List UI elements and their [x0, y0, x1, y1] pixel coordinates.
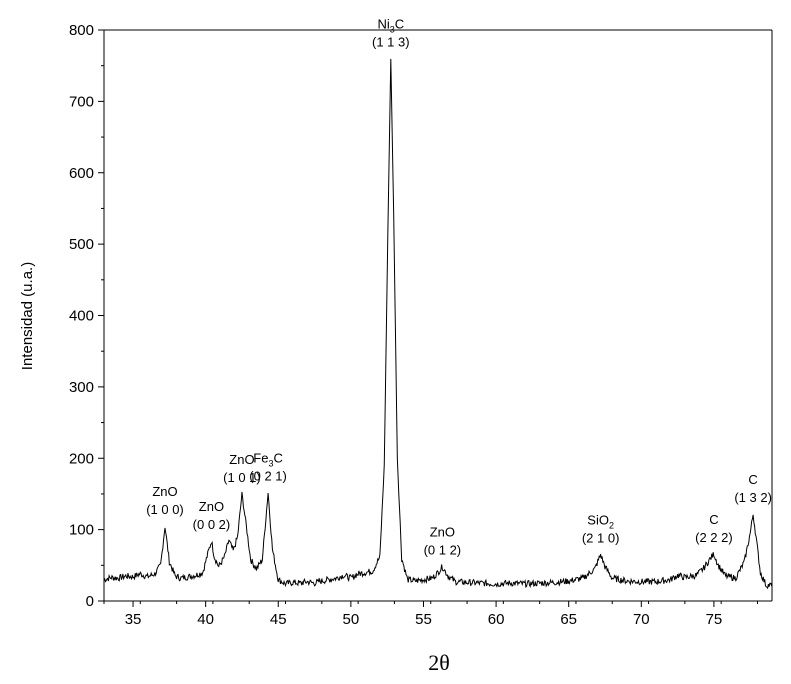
x-tick-label: 40 — [197, 611, 214, 628]
peak-hkl: (2 2 2) — [695, 530, 733, 545]
peak-label-zno-101: ZnO (1 0 1) — [223, 452, 261, 485]
x-tick-label: 65 — [560, 611, 577, 628]
y-axis-label: Intensidad (u.a.) — [19, 262, 36, 370]
peak-hkl: (1 1 3) — [372, 35, 410, 50]
peak-hkl: (2 1 0) — [582, 531, 620, 546]
peak-hkl: (1 3 2) — [734, 490, 772, 505]
y-tick-label: 0 — [86, 593, 94, 610]
y-axis-ticks: 0 100 200 300 400 500 600 700 800 — [69, 22, 104, 610]
peak-compound: C — [709, 512, 718, 527]
x-axis-label: 2θ — [428, 650, 450, 675]
x-tick-label: 70 — [633, 611, 650, 628]
diffraction-series-line — [103, 58, 773, 590]
peak-hkl: (0 1 2) — [424, 543, 462, 558]
plot-frame — [103, 29, 773, 602]
x-tick-label: 55 — [415, 611, 432, 628]
peak-annotations: ZnO (1 0 0) ZnO (0 0 2) ZnO (1 0 1)Fe3C(0 2 1… — [146, 17, 772, 558]
peak-label-zno-002: ZnO (0 0 2) — [193, 499, 231, 532]
peak-compound: ZnO — [199, 499, 224, 514]
y-tick-label: 800 — [69, 22, 94, 39]
peak-hkl: (0 0 2) — [193, 517, 231, 532]
peak-label-c-222: C (2 2 2) — [695, 512, 733, 545]
x-tick-label: 75 — [706, 611, 723, 628]
x-tick-label: 35 — [125, 611, 142, 628]
peak-label-fe3c-021: Fe3C(0 2 1) — [249, 451, 287, 484]
y-tick-label: 600 — [69, 165, 94, 182]
peak-compound: Fe3C — [253, 451, 283, 469]
peak-hkl: (1 0 0) — [146, 502, 184, 517]
x-tick-label: 45 — [270, 611, 287, 628]
peak-compound: ZnO — [152, 484, 177, 499]
x-tick-label: 50 — [343, 611, 360, 628]
y-tick-label: 700 — [69, 93, 94, 110]
peak-label-sio2-210: SiO2(2 1 0) — [582, 513, 620, 546]
y-tick-label: 500 — [69, 236, 94, 253]
peak-label-zno-100: ZnO (1 0 0) — [146, 484, 184, 517]
peak-compound: Ni3C — [377, 17, 404, 35]
peak-compound: ZnO — [229, 452, 254, 467]
peak-hkl: (1 0 1) — [223, 470, 261, 485]
y-tick-label: 300 — [69, 379, 94, 396]
y-tick-label: 200 — [69, 450, 94, 467]
x-tick-label: 60 — [488, 611, 505, 628]
peak-compound: SiO2 — [587, 513, 614, 531]
x-axis-ticks: 35 40 45 50 55 60 65 70 75 — [103, 601, 758, 628]
peak-label-c-132: C (1 3 2) — [734, 472, 772, 505]
y-tick-label: 100 — [69, 522, 94, 539]
peak-hkl: (0 2 1) — [249, 469, 287, 484]
peak-label-zno-012: ZnO (0 1 2) — [424, 525, 462, 558]
peak-compound: ZnO — [430, 525, 455, 540]
peak-compound: C — [748, 472, 757, 487]
y-tick-label: 400 — [69, 308, 94, 325]
peak-label-ni3c-113: Ni3C(1 1 3) — [372, 17, 410, 50]
